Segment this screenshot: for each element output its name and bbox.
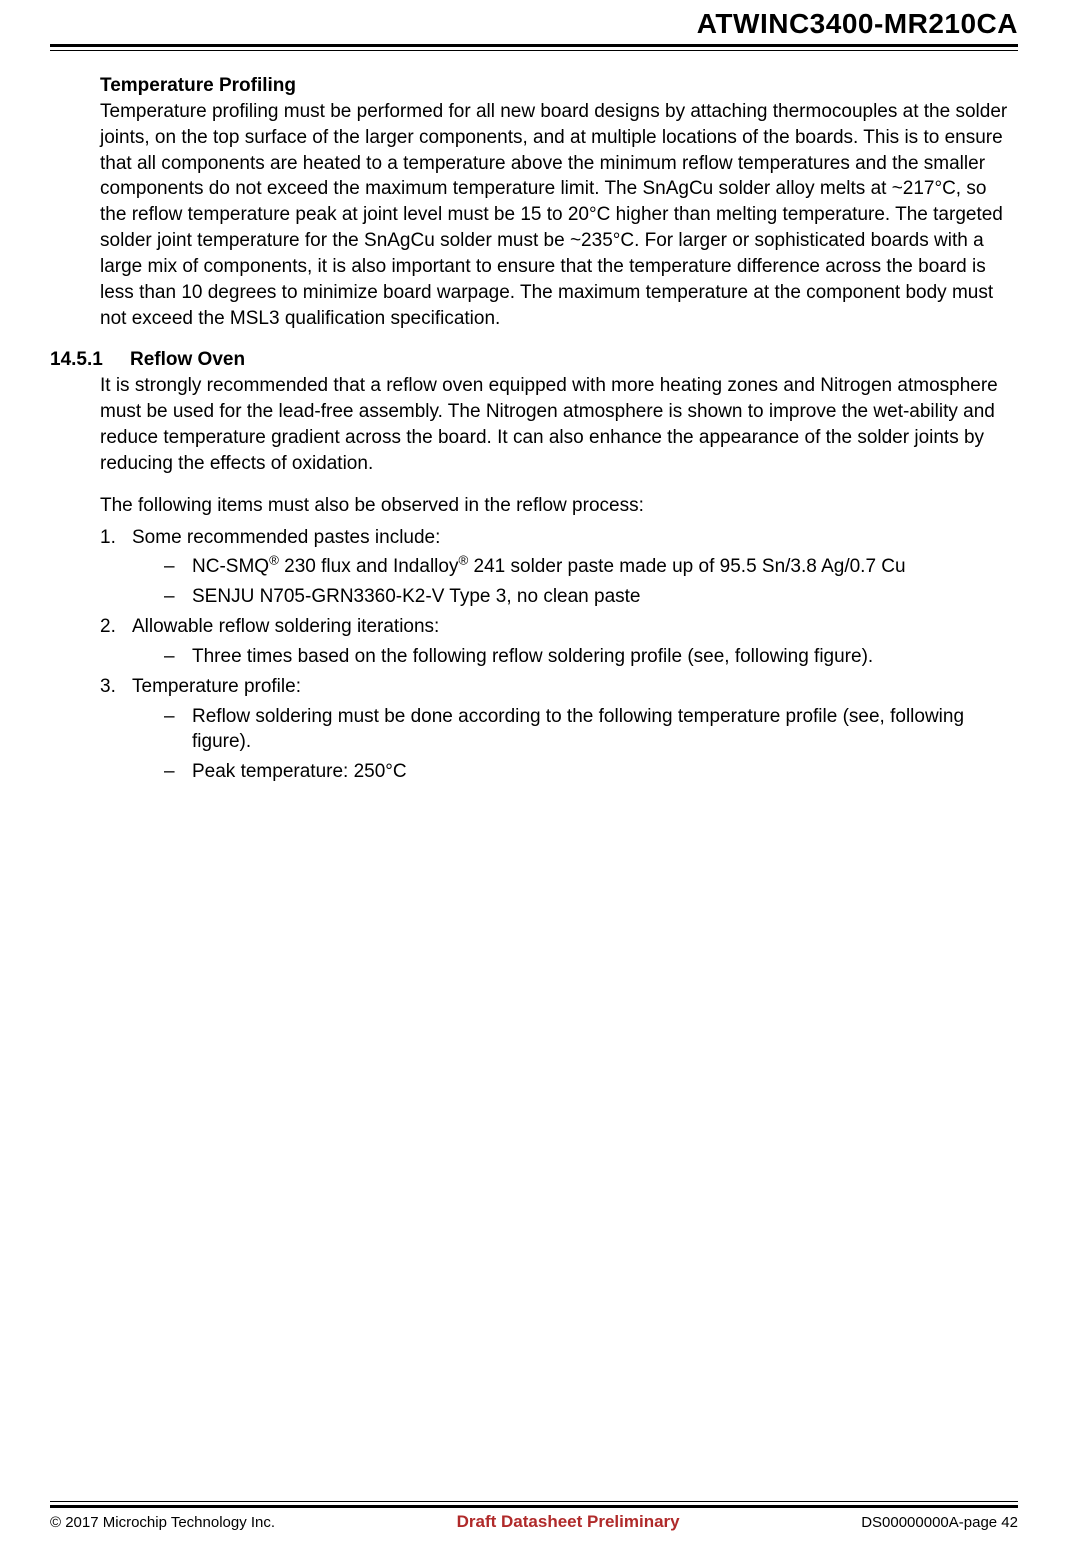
list-item: Peak temperature: 250°C [192,759,1018,785]
page-header: ATWINC3400-MR210CA [50,0,1018,51]
list-item: Three times based on the following reflo… [192,644,1018,670]
document-part-number: ATWINC3400-MR210CA [50,8,1018,40]
dash-list: Three times based on the following reflo… [132,644,1018,670]
subsection-header-row: 14.5.1 Reflow Oven [50,349,1018,371]
list-item: NC-SMQ® 230 flux and Indalloy® 241 solde… [192,554,1018,580]
dash-list: Reflow soldering must be done according … [132,704,1018,785]
list-item-text: Some recommended pastes include: [132,527,440,548]
dash-list: NC-SMQ® 230 flux and Indalloy® 241 solde… [132,554,1018,610]
footer-row: © 2017 Microchip Technology Inc. Draft D… [50,1512,1018,1532]
registered-mark: ® [269,553,279,568]
subsection-title: Reflow Oven [130,349,245,371]
list-item: Reflow soldering must be done according … [192,704,1018,756]
paste-text-post: 241 solder paste made up of 95.5 Sn/3.8 … [468,556,905,577]
footer-draft-status: Draft Datasheet Preliminary [457,1512,680,1532]
subsection-number: 14.5.1 [50,349,130,371]
list-number: 3. [100,674,116,700]
list-item-text: Temperature profile: [132,676,301,697]
paste-text-pre: NC-SMQ [192,556,269,577]
list-item: 3. Temperature profile: Reflow soldering… [132,674,1018,785]
list-number: 2. [100,614,116,640]
section-heading: Temperature Profiling [100,75,1018,97]
footer-page-number: DS00000000A-page 42 [861,1514,1018,1531]
subsection-paragraph-1: It is strongly recommended that a reflow… [100,373,1018,476]
list-item-text: Allowable reflow soldering iterations: [132,616,439,637]
section-paragraph: Temperature profiling must be performed … [100,99,1018,331]
paste-text-mid: 230 flux and Indalloy [279,556,459,577]
footer-rule-thin [50,1501,1018,1502]
numbered-list: 1. Some recommended pastes include: NC-S… [100,525,1018,785]
list-number: 1. [100,525,116,551]
footer-rule-thick [50,1505,1018,1508]
subsection-paragraph-2: The following items must also be observe… [100,493,1018,519]
page-content: Temperature Profiling Temperature profil… [50,51,1018,785]
section-temperature-profiling: Temperature Profiling Temperature profil… [50,75,1018,331]
list-item: SENJU N705-GRN3360-K2-V Type 3, no clean… [192,584,1018,610]
registered-mark: ® [458,553,468,568]
page-footer: © 2017 Microchip Technology Inc. Draft D… [50,1501,1018,1532]
footer-copyright: © 2017 Microchip Technology Inc. [50,1514,275,1531]
subsection-body: It is strongly recommended that a reflow… [50,373,1018,785]
header-rule-thick [50,44,1018,47]
list-item: 2. Allowable reflow soldering iterations… [132,614,1018,670]
list-item: 1. Some recommended pastes include: NC-S… [132,525,1018,610]
